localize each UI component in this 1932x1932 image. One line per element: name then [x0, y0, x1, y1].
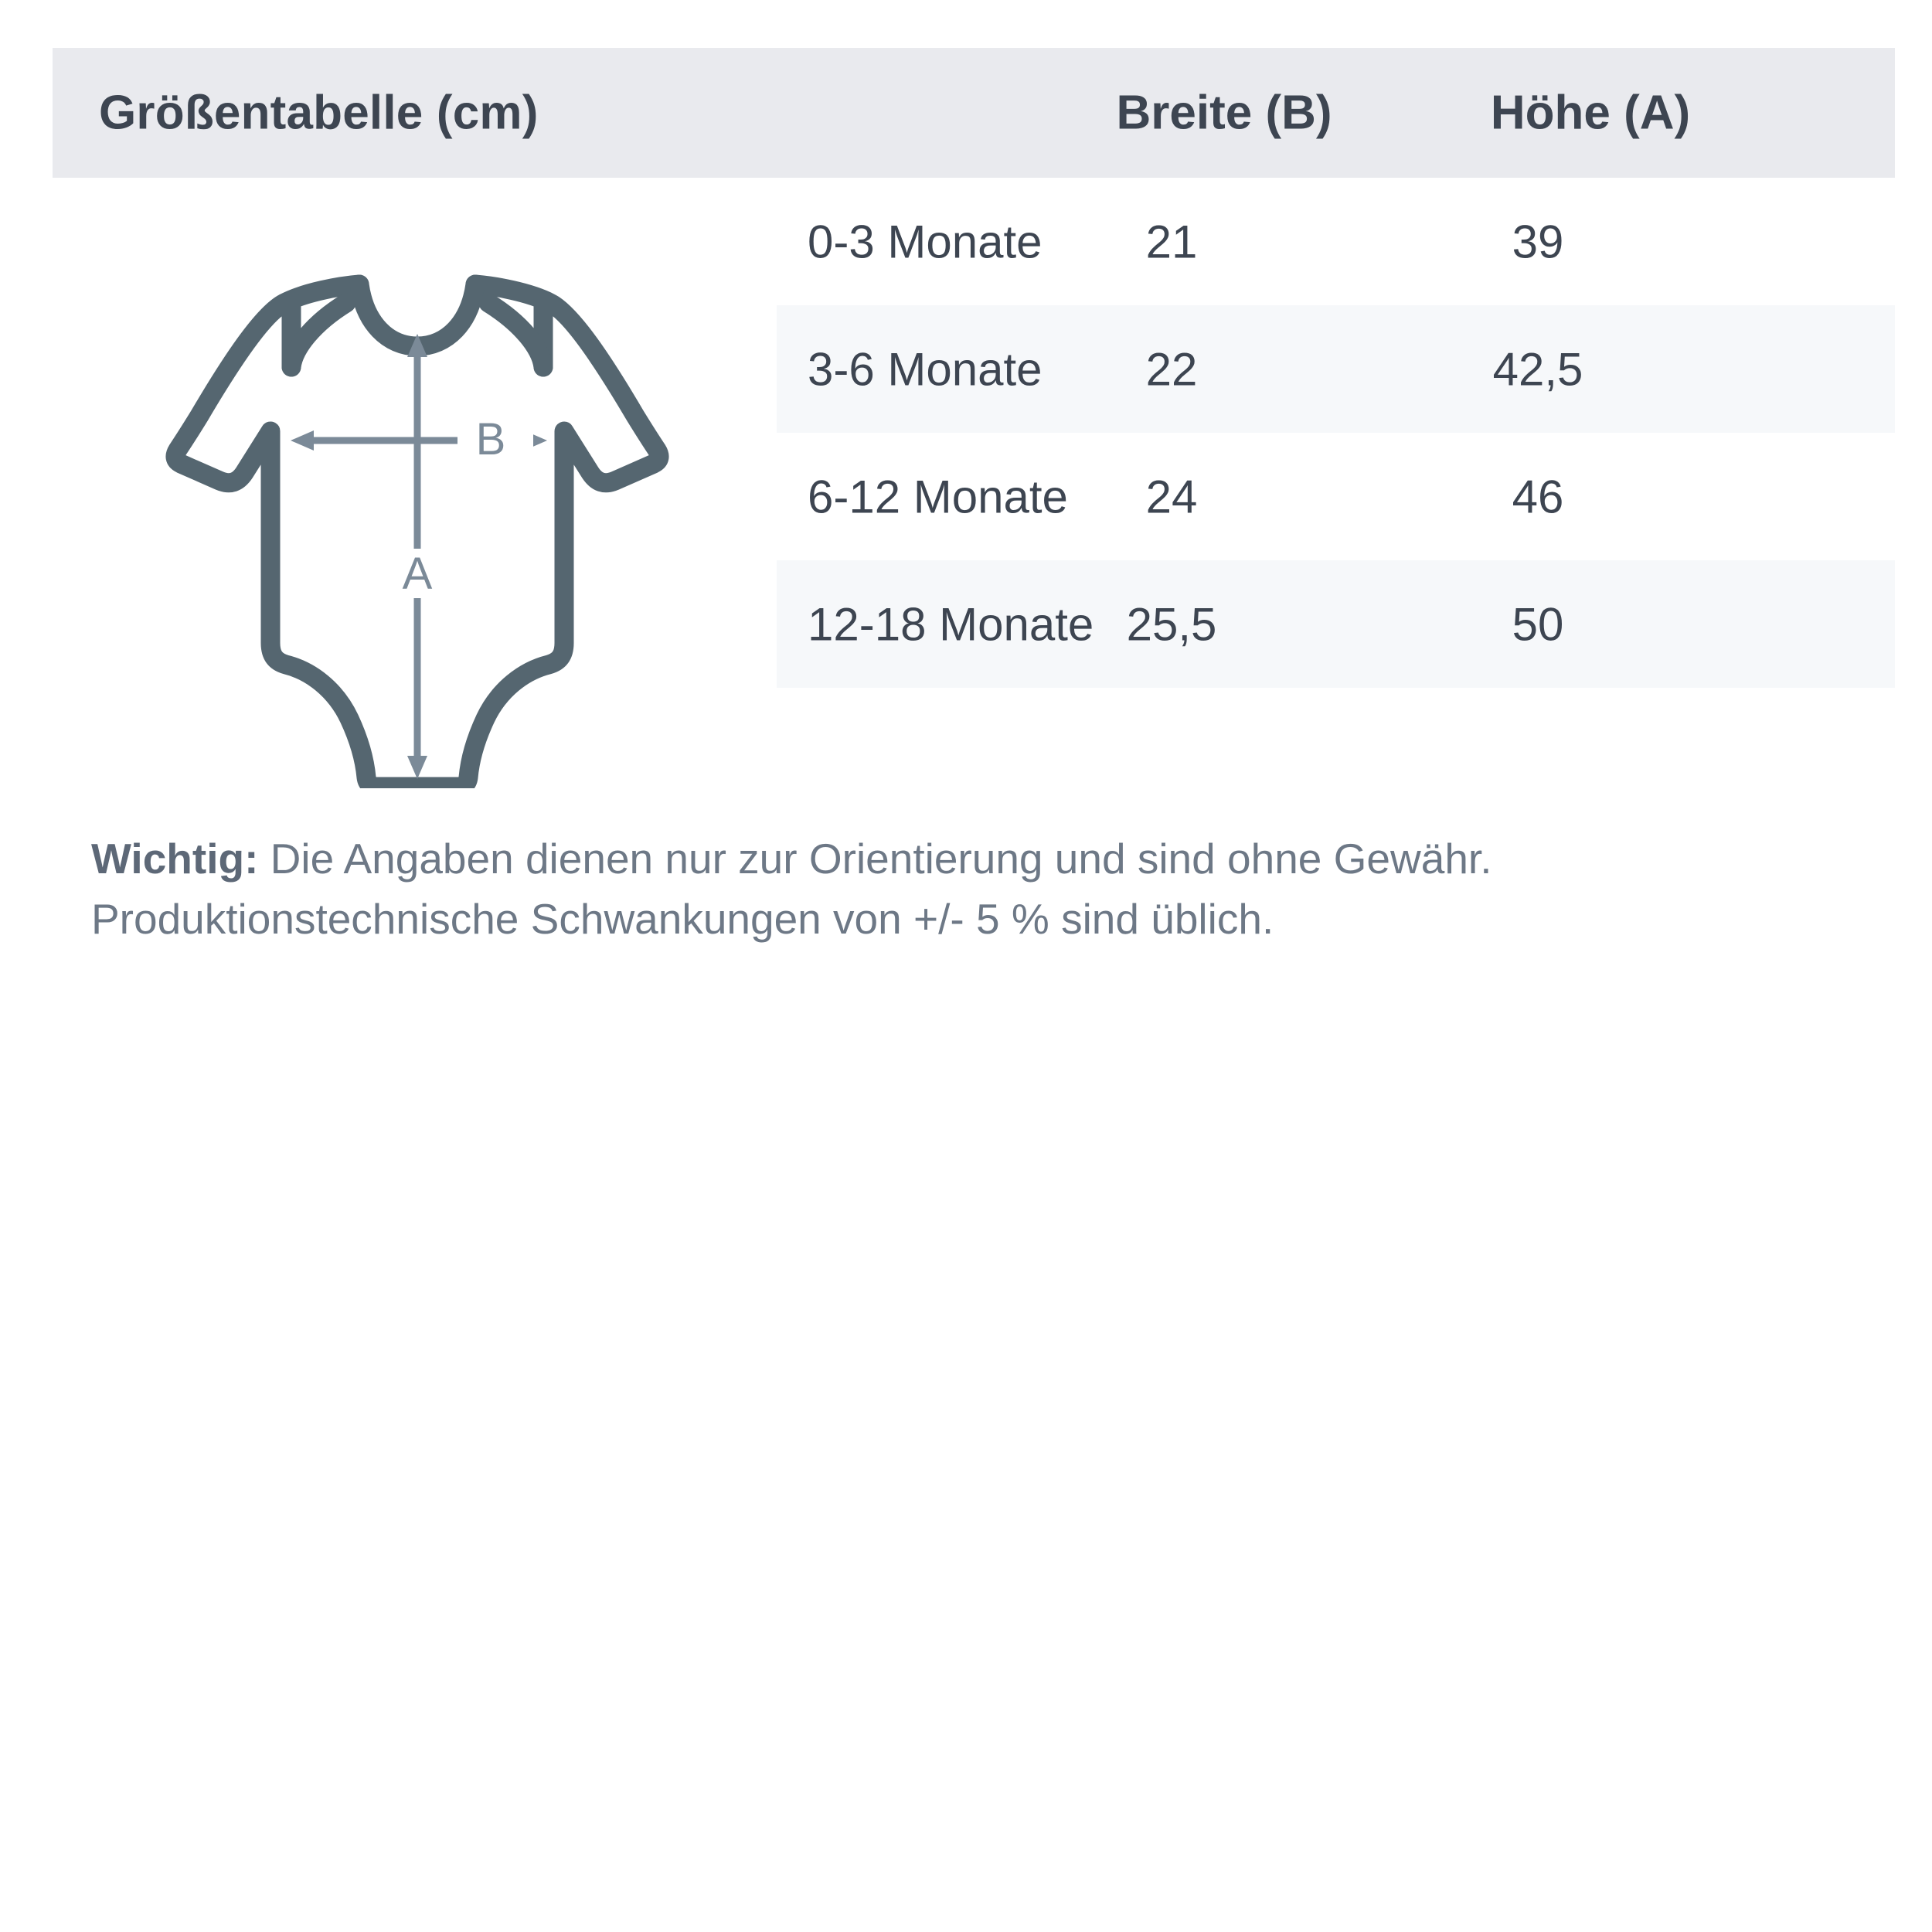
- table-row: 6-12 Monate 24 46: [777, 433, 1895, 560]
- table-header-band: Größentabelle (cm) Breite (B) Höhe (A): [53, 48, 1895, 178]
- page-title: Größentabelle (cm): [99, 86, 539, 140]
- dimension-label-b: B: [476, 414, 506, 464]
- table-row: 12-18 Monate 25,5 50: [777, 560, 1895, 688]
- footnote-line1: Die Angaben dienen nur zur Orientierung …: [258, 835, 1492, 883]
- cell-width: 24: [1145, 471, 1198, 522]
- size-table: 0-3 Monate 21 39 3-6 Monate 22 42,5 6-12…: [777, 178, 1895, 688]
- cell-width: 25,5: [1126, 598, 1217, 650]
- table-row: 3-6 Monate 22 42,5: [777, 305, 1895, 433]
- footnote-line2: Produktionstechnische Schwankungen von +…: [91, 895, 1274, 944]
- cell-height: 50: [1512, 598, 1564, 650]
- cell-height: 42,5: [1492, 343, 1583, 395]
- dimension-label-a: A: [403, 549, 433, 599]
- column-header-width: Breite (B): [1116, 86, 1332, 140]
- bodysuit-icon: B A: [165, 274, 669, 788]
- footnote-disclaimer: Wichtig: Die Angaben dienen nur zur Orie…: [91, 828, 1869, 949]
- column-header-height: Höhe (A): [1490, 86, 1691, 140]
- cell-width: 21: [1145, 216, 1198, 267]
- cell-size: 3-6 Monate: [808, 343, 1043, 395]
- baby-bodysuit-illustration: B A: [139, 232, 696, 788]
- cell-height: 39: [1512, 216, 1564, 267]
- cell-width: 22: [1145, 343, 1198, 395]
- cell-size: 6-12 Monate: [808, 471, 1068, 522]
- table-row: 0-3 Monate 21 39: [777, 178, 1895, 305]
- cell-size: 0-3 Monate: [808, 216, 1043, 267]
- cell-size: 12-18 Monate: [808, 598, 1094, 650]
- footnote-lead: Wichtig:: [91, 835, 259, 883]
- cell-height: 46: [1512, 471, 1564, 522]
